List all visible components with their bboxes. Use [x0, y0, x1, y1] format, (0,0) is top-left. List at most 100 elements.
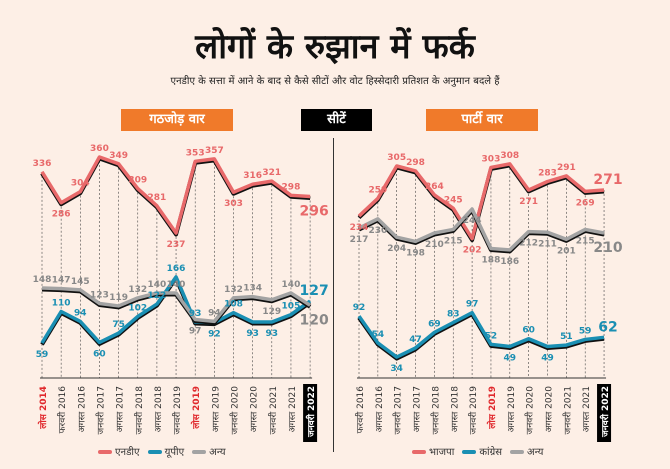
data-label: 92	[208, 330, 221, 340]
data-label: 119	[109, 293, 128, 303]
data-label: 245	[444, 195, 463, 205]
alliance-wise-tag: गठजोड़ वार	[121, 109, 233, 131]
data-label: 54	[372, 330, 385, 340]
legend-item: कांग्रेस	[462, 444, 502, 458]
subtitle: एनडीए के सत्ता में आने के बाद से कैसे सी…	[170, 76, 500, 87]
data-label: 49	[541, 353, 554, 363]
x-tick-label: अगस्त 2020	[545, 386, 555, 433]
data-label: 303	[224, 199, 243, 209]
x-tick-label: जनवरी 2018	[133, 386, 145, 435]
data-label: 94	[74, 308, 87, 318]
data-label: 52	[485, 331, 498, 341]
data-label: 237	[167, 240, 186, 250]
data-label: 281	[148, 193, 167, 203]
data-label: 186	[500, 257, 519, 267]
data-label: 93	[246, 329, 259, 339]
x-tick-label: फरवरी 2016	[354, 386, 366, 434]
data-label: 108	[224, 300, 243, 310]
data-label: 305	[387, 153, 406, 163]
legend-label: एनडीए	[115, 447, 140, 458]
data-label: 123	[90, 290, 109, 300]
x-tick-label: अगस्त 2018	[450, 386, 460, 433]
x-tick-label: जनवरी 2022	[305, 386, 317, 438]
legend-label: अन्य	[209, 447, 226, 458]
legend-label: यूपीए	[164, 447, 185, 458]
data-label: 198	[406, 248, 425, 258]
data-label: 49	[504, 353, 517, 363]
tick-label-highlight	[597, 384, 612, 442]
data-label: 92	[353, 303, 366, 313]
data-label: 122	[148, 291, 167, 301]
x-tick-label: जनवरी 2020	[229, 386, 241, 435]
series-line	[41, 286, 312, 324]
data-label: 102	[128, 303, 147, 313]
data-label: 127	[299, 283, 328, 299]
data-label: 145	[71, 277, 90, 287]
data-label: 210	[425, 240, 444, 250]
data-label: 60	[93, 349, 106, 359]
x-tick-label: जनवरी 2019	[171, 386, 183, 435]
x-tick-label: जनवरी 2021	[561, 386, 573, 434]
x-tick-label: अगस्त 2019	[211, 386, 221, 433]
x-tick-label: जनवरी 2018	[429, 386, 441, 435]
legend-label: अन्य	[526, 447, 544, 458]
data-label: 217	[350, 235, 369, 245]
x-tick-label: फरवरी 2016	[56, 386, 68, 434]
data-label: 110	[52, 299, 71, 309]
x-tick-label: जनवरी 2022	[599, 386, 611, 438]
data-label: 286	[52, 210, 71, 220]
legend-right: भाजपा कांग्रेस अन्य	[412, 444, 543, 458]
data-label: 94	[208, 308, 221, 318]
data-label: 269	[576, 198, 595, 208]
data-label: 321	[262, 168, 281, 178]
x-tick-label: अगस्त 2017	[116, 386, 126, 432]
data-label: 298	[282, 182, 301, 192]
page-title: लोगों के रुझान में फर्क	[195, 27, 475, 67]
x-tick-label: अगस्त 2021	[582, 386, 592, 432]
legend-label: कांग्रेस	[479, 447, 502, 458]
x-tick-label: अगस्त 2019	[507, 386, 517, 433]
data-label: 204	[387, 244, 406, 254]
x-tick-label: जनवरी 2017	[94, 386, 106, 434]
x-tick-label: लोस 2014	[37, 386, 49, 430]
data-label: 259	[368, 185, 387, 195]
data-label: 264	[425, 182, 444, 192]
data-label: 316	[243, 171, 262, 181]
tick-label-highlight	[303, 384, 318, 442]
data-label: 93	[266, 329, 279, 339]
data-label: 34	[390, 364, 403, 374]
data-label: 234	[350, 223, 369, 233]
data-label: 357	[205, 146, 224, 156]
data-label: 309	[128, 176, 147, 186]
series-line	[40, 275, 312, 345]
data-label: 349	[109, 151, 128, 161]
data-label: 211	[538, 239, 557, 249]
data-label: 97	[189, 327, 202, 337]
data-label: 147	[52, 276, 71, 286]
data-label: 201	[557, 246, 576, 256]
x-tick-label: अगस्त 2020	[250, 386, 260, 433]
x-tick-label: लोस 2019	[486, 386, 498, 430]
data-label: 296	[299, 204, 328, 220]
data-label: 60	[522, 326, 535, 336]
series-line	[40, 155, 311, 235]
data-label: 271	[593, 172, 622, 188]
data-label: 215	[444, 236, 463, 246]
data-label: 210	[593, 240, 622, 256]
data-label: 132	[128, 285, 147, 295]
data-label: 230	[368, 226, 387, 236]
data-label: 97	[466, 300, 479, 310]
data-label: 148	[33, 275, 52, 285]
data-label: 83	[447, 310, 460, 320]
series-line	[357, 310, 605, 359]
divider	[333, 138, 334, 452]
party-wise-tag: पार्टी वार	[426, 109, 538, 131]
x-tick-label: अगस्त 2016	[77, 386, 87, 433]
data-label: 120	[299, 312, 328, 328]
legend-item: अन्य	[192, 444, 226, 458]
data-label: 360	[90, 144, 109, 154]
data-label: 129	[262, 307, 281, 317]
legend-item: यूपीए	[147, 444, 185, 458]
data-label: 140	[282, 280, 301, 290]
data-label: 353	[186, 148, 205, 158]
